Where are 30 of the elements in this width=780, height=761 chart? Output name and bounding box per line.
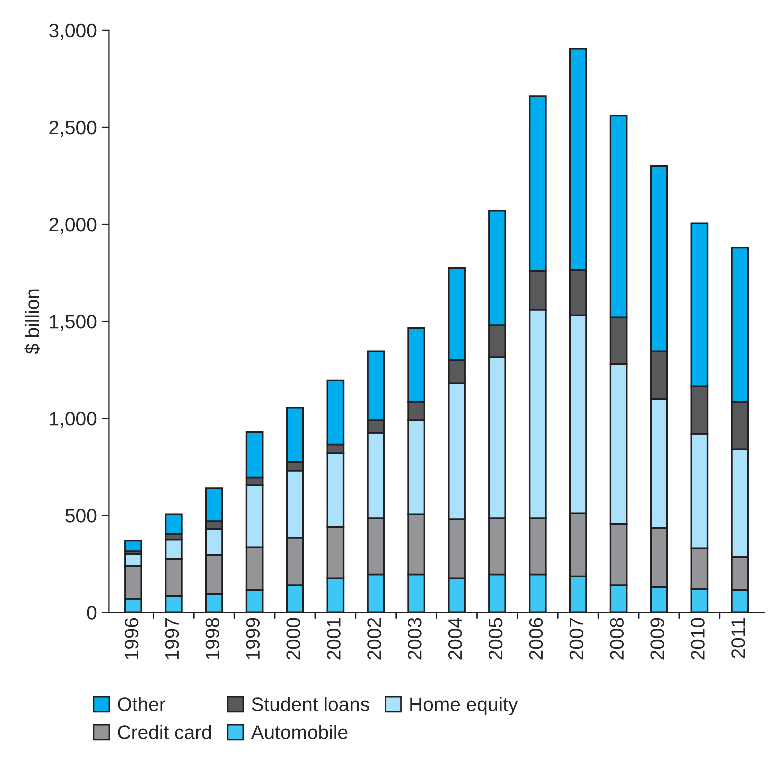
x-tick-label: 1997 — [165, 618, 180, 660]
x-tick-label: 2003 — [408, 618, 422, 660]
legend-label: Home equity — [410, 697, 518, 716]
y-tick-label: 0 — [87, 606, 97, 620]
y-axis-title: $ billion — [24, 290, 40, 354]
y-tick-label: 2,500 — [50, 120, 97, 137]
legend-label: Automobile — [251, 725, 348, 740]
x-tick-label: 2010 — [691, 618, 705, 660]
x-tick-label: 2011 — [732, 618, 746, 658]
bar — [124, 540, 142, 552]
y-tick-label: 3,000 — [49, 24, 97, 40]
y-tick-label: 1,500 — [50, 314, 97, 332]
x-tick-label: 2007 — [570, 618, 584, 660]
x-tick-label: 1998 — [206, 618, 220, 660]
x-tick-label: 1996 — [124, 618, 139, 660]
x-tick-label: 2000 — [286, 618, 300, 660]
x-tick-label: 2006 — [529, 618, 544, 660]
x-tick-label: 1999 — [246, 618, 260, 660]
legend-label: Credit card — [118, 725, 212, 740]
x-tick-label: 2005 — [488, 618, 503, 660]
x-tick-label: 2008 — [610, 618, 624, 660]
y-tick-label: 1,000 — [50, 412, 97, 428]
legend-label: Other — [118, 697, 166, 712]
x-tick-label: 2002 — [368, 618, 382, 660]
x-tick-label: 2001 — [327, 618, 341, 660]
x-tick-label: 2009 — [650, 618, 664, 660]
y-tick-label: 2,000 — [50, 218, 97, 234]
x-tick-label: 2004 — [448, 618, 462, 660]
y-tick-label: 500 — [66, 509, 97, 523]
legend-label: Student loans — [252, 697, 370, 712]
